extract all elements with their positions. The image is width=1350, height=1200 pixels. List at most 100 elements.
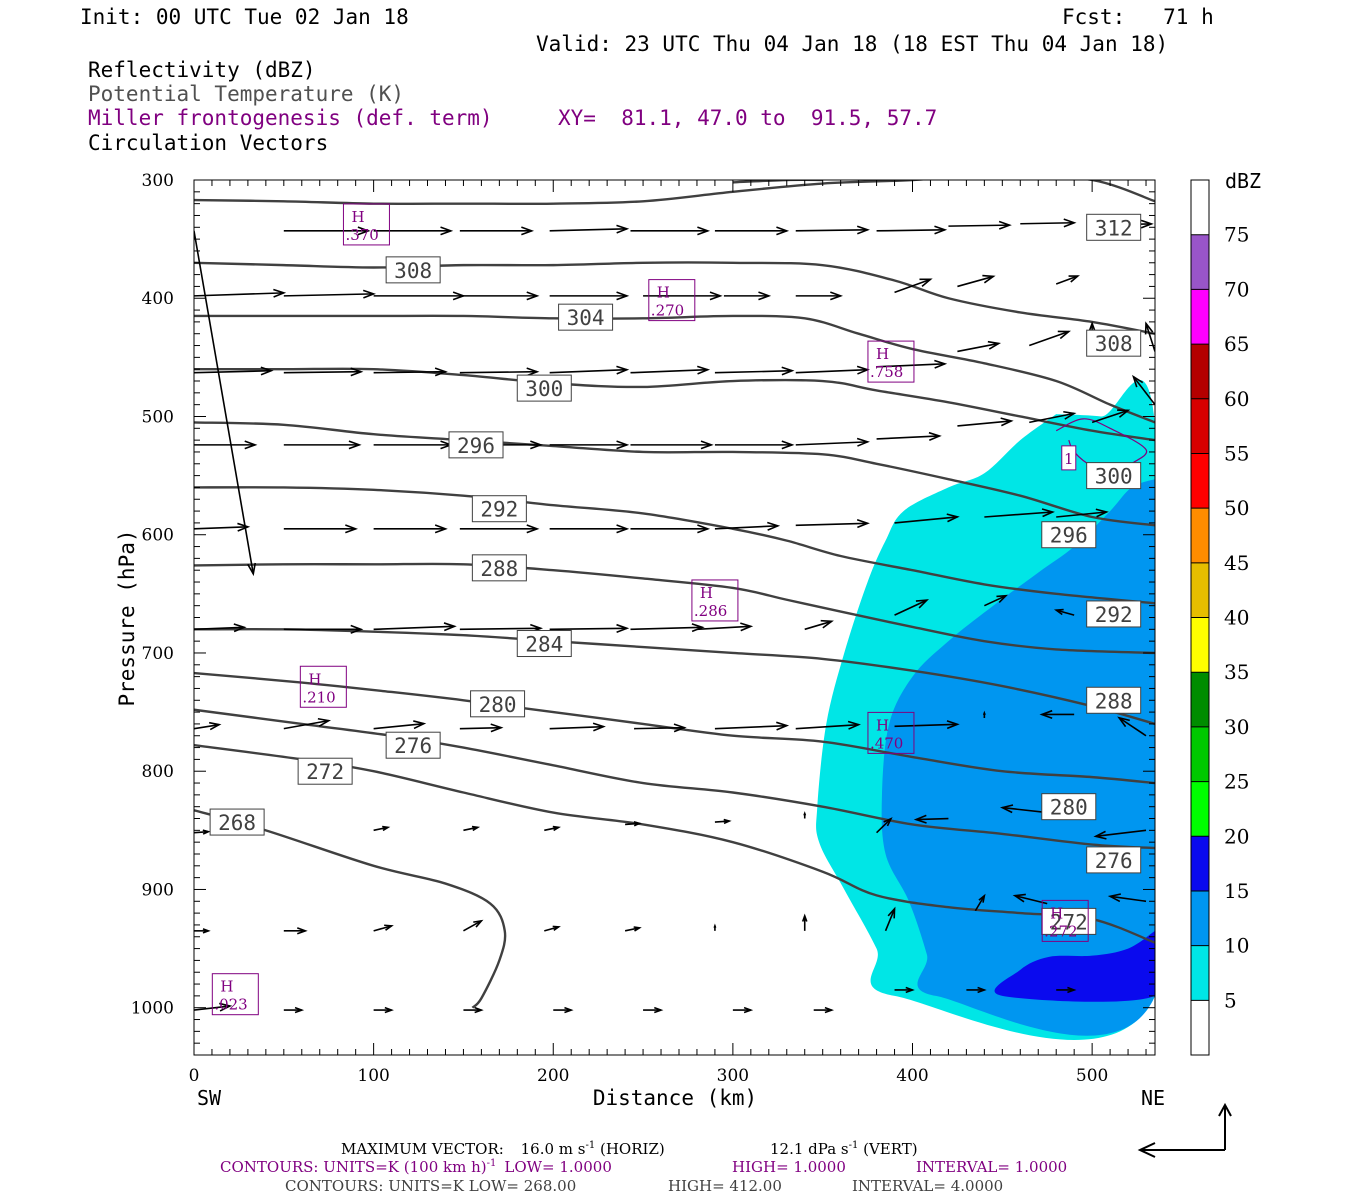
miller-high-value: .023 [214,996,247,1014]
theta-label-text: 300 [1095,465,1133,489]
colorbar-band-30-35 [1191,672,1209,727]
circulation-vector [194,230,257,577]
miller-high-box [299,665,347,708]
circulation-vector [549,524,630,534]
circulation-vector [463,919,484,932]
vector-head [982,710,986,716]
vector-head [362,289,376,299]
x-tick-label: 400 [896,1066,928,1086]
miller-high-letter: H [220,978,233,996]
vector-head [384,1006,394,1014]
vector-shaft [884,908,896,932]
miller-high-value: .470 [870,734,903,752]
vector-head [219,1002,233,1012]
vector-head [530,440,544,450]
theta-label: 276 [1086,846,1142,874]
miller-high-box [691,579,739,622]
colorbar-band-0-5 [1191,1000,1209,1055]
vector-head [413,720,427,730]
theta-label: 288 [471,554,527,582]
vector-head [474,1006,484,1014]
theta-label-box [1086,329,1142,357]
vector-head [781,366,795,376]
vector-shaft [283,293,374,297]
circulation-vector [884,906,896,932]
theta-label-box [1041,907,1097,935]
vector-shaft [795,723,859,730]
xy-endpoints: XY= 81.1, 47.0 to 91.5, 57.7 [558,106,938,130]
vector-head [294,1006,305,1014]
vector-shaft [957,420,1012,427]
colorbar-band-65-70 [1191,289,1209,345]
circulation-vector [957,340,1002,353]
vector-head [1140,219,1154,229]
circulation-vector [194,440,258,450]
vector-head [434,524,448,534]
theta-label-text: 300 [525,377,563,401]
vector-shaft [549,627,627,631]
x-tick-label: 300 [717,1066,749,1086]
miller-high-letter: H [351,208,364,226]
circulation-vector [894,720,960,730]
circulation-vector [373,1006,394,1014]
vector-shaft [1002,806,1048,814]
circulation-vector [630,623,705,633]
x-axis-ticks: 0 100 200 300 400 500 [189,180,1147,1086]
miller-high-value: .758 [870,363,903,381]
vector-shaft [1145,323,1155,352]
theta-label-text: 292 [1095,603,1133,627]
vector-shaft [795,229,868,232]
colorbar-band-70-75 [1191,234,1209,290]
x-tick-label: 500 [1076,1066,1108,1086]
circulation-vector [459,291,540,301]
theta-label-box [1086,462,1142,490]
circulation-vector [194,288,287,298]
forecast-hour: Fcst: 71 h [1062,5,1214,29]
y-tick-label: 300 [142,171,174,191]
circulation-vector [373,291,466,301]
circulation-vector [795,291,843,301]
circulation-vector [795,365,870,375]
circulation-vector [714,721,790,731]
sw-endpoint-label: SW [197,1086,222,1110]
circulation-vector [876,225,948,235]
vector-head [526,367,540,377]
circulation-vector [544,925,561,932]
miller-high-value: .370 [345,226,378,244]
theta-label-box [558,303,614,331]
circulation-vector [194,721,222,731]
colorbar-tick-label: 75 [1224,223,1249,247]
theta-label-box [470,690,526,718]
vector-shaft [795,441,868,446]
theta-label-text: 308 [1095,332,1133,356]
colorbar-band-50-55 [1191,453,1209,509]
vector-head [471,825,481,832]
vector-head [1093,830,1107,840]
vector-head [928,431,942,441]
circulation-vector [723,291,772,301]
vector-head [758,291,772,301]
vector-head [526,524,540,534]
circulation-vector [795,437,870,447]
colorbar-band-10-15 [1191,890,1209,946]
vector-shaft [1055,275,1079,285]
miller-high-letter: H [657,284,670,302]
colorbar-tick-label: 25 [1224,770,1249,794]
vector-head [905,986,915,994]
circulation-vector [876,817,893,834]
vector-head [1095,508,1109,518]
vector-head [946,513,960,523]
theta-label-text: 304 [567,306,605,330]
colorbar-tick-label: 10 [1224,934,1249,958]
vector-head [713,923,717,928]
vector-head [443,622,457,632]
y-axis-ticks: 300 400 500 600 700 800 900 1000 [131,171,1155,1056]
colorbar-band-55-60 [1191,398,1209,454]
vector-head [1039,709,1053,719]
theta-label-text: 284 [525,633,563,657]
theta-contour-segment [732,180,823,184]
vector-head [697,365,711,375]
vector-shaft [459,627,541,631]
theta-contour-276 [194,708,1155,850]
vector-shaft [957,342,999,353]
